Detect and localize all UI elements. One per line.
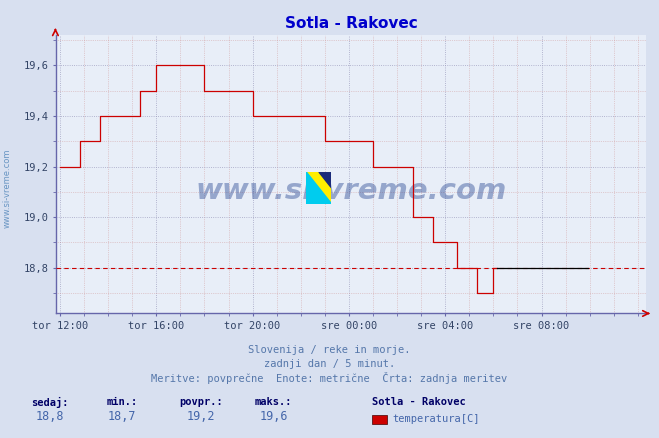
Text: 18,7: 18,7 [107,410,136,424]
Text: Meritve: povprečne  Enote: metrične  Črta: zadnja meritev: Meritve: povprečne Enote: metrične Črta:… [152,371,507,384]
Polygon shape [306,172,331,204]
Polygon shape [306,172,331,204]
Text: min.:: min.: [106,397,138,407]
Text: www.si-vreme.com: www.si-vreme.com [195,177,507,205]
Polygon shape [319,172,331,188]
Text: Slovenija / reke in morje.: Slovenija / reke in morje. [248,346,411,355]
Text: maks.:: maks.: [255,397,292,407]
Text: 19,2: 19,2 [186,410,215,424]
Text: temperatura[C]: temperatura[C] [392,414,480,424]
Text: www.si-vreme.com: www.si-vreme.com [3,148,12,228]
Text: 18,8: 18,8 [35,410,64,424]
Text: 19,6: 19,6 [259,410,288,424]
Text: povpr.:: povpr.: [179,397,223,407]
Text: Sotla - Rakovec: Sotla - Rakovec [372,397,466,407]
Text: zadnji dan / 5 minut.: zadnji dan / 5 minut. [264,359,395,368]
Text: sedaj:: sedaj: [31,396,68,408]
Title: Sotla - Rakovec: Sotla - Rakovec [285,16,417,31]
